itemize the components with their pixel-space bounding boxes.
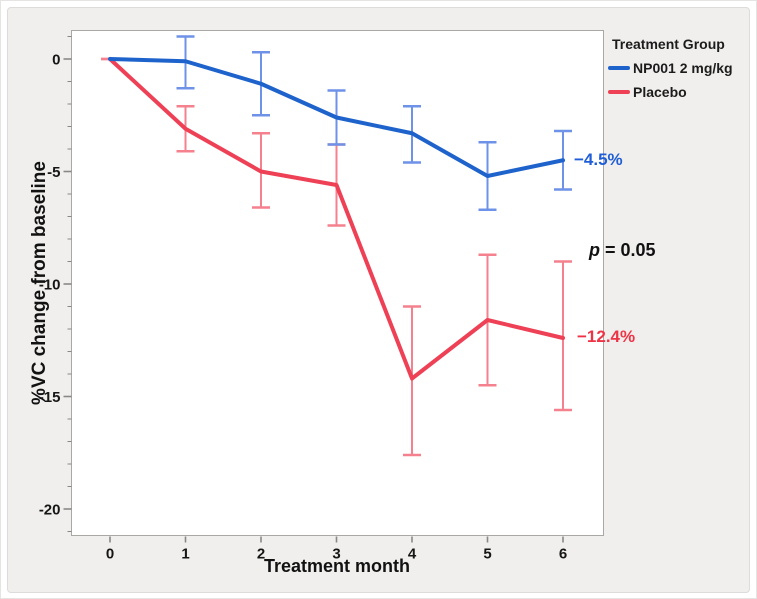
legend-title: Treatment Group (612, 36, 725, 52)
svg-text:0: 0 (106, 546, 114, 563)
p-value-annotation: p = 0.05 (589, 240, 656, 261)
legend-label-np001: NP001 2 mg/kg (633, 60, 733, 76)
svg-text:-10: -10 (39, 277, 61, 294)
np001-end-value-label: −4.5% (574, 150, 623, 169)
placebo-line-swatch (608, 90, 630, 94)
legend-item-np001: NP001 2 mg/kg (608, 60, 753, 76)
placebo-end-value-label: −12.4% (577, 327, 636, 346)
svg-text:0: 0 (52, 52, 60, 69)
np001-line-swatch (608, 66, 630, 70)
svg-text:-5: -5 (47, 164, 60, 181)
svg-text:5: 5 (483, 546, 491, 563)
x-axis-title: Treatment month (263, 556, 411, 576)
svg-text:4: 4 (408, 546, 417, 563)
legend-label-placebo: Placebo (633, 84, 687, 100)
p-value-text: = 0.05 (600, 240, 656, 260)
legend: Treatment Group NP001 2 mg/kg Placebo (608, 36, 753, 100)
svg-text:-20: -20 (39, 502, 61, 519)
svg-text:-15: -15 (39, 389, 61, 406)
legend-item-placebo: Placebo (608, 84, 753, 100)
svg-text:1: 1 (181, 546, 189, 563)
svg-text:3: 3 (332, 546, 340, 563)
y-axis-title: %VC change from baseline (29, 161, 50, 405)
svg-text:2: 2 (257, 546, 265, 563)
svg-text:6: 6 (559, 546, 567, 563)
p-symbol: p (589, 240, 600, 260)
